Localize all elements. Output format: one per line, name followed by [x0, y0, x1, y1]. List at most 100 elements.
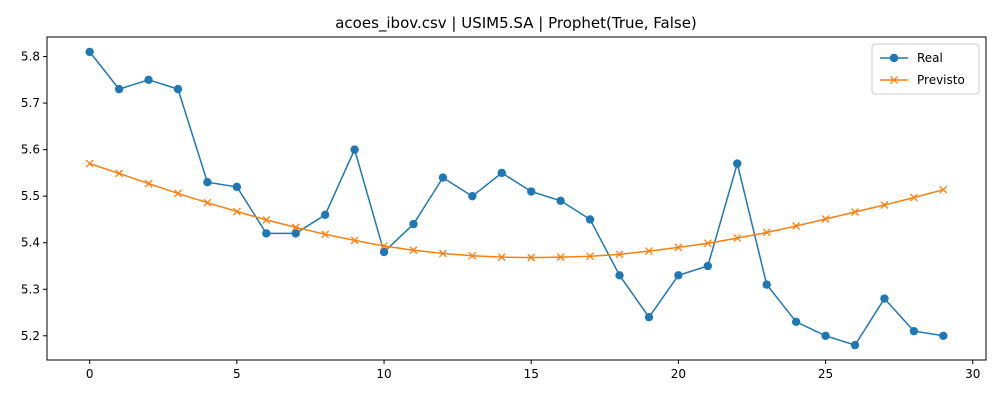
- legend-label-real: Real: [917, 51, 943, 65]
- y-tick-label: 5.4: [21, 236, 40, 250]
- x-marker-stroke: [586, 252, 595, 261]
- data-point-previsto: [762, 228, 771, 237]
- x-marker-stroke: [144, 179, 153, 188]
- data-point-real: [85, 47, 94, 57]
- x-marker-stroke: [497, 253, 506, 262]
- legend-marker-real: [889, 53, 899, 63]
- x-marker-stroke: [880, 201, 889, 209]
- data-point-previsto: [615, 250, 624, 259]
- x-marker-stroke: [380, 242, 388, 250]
- data-point-previsto: [792, 222, 801, 230]
- data-point-real: [497, 168, 506, 178]
- data-point-real: [880, 294, 889, 303]
- data-point-previsto: [144, 179, 153, 188]
- data-point-real: [320, 210, 330, 219]
- x-marker-stroke: [232, 207, 241, 216]
- data-point-previsto: [851, 208, 859, 216]
- x-marker-stroke: [762, 228, 771, 237]
- series-line-previsto: [89, 162, 944, 259]
- data-point-previsto: [909, 193, 918, 202]
- data-point-real: [291, 229, 300, 238]
- x-tick-label: 25: [818, 367, 833, 381]
- x-marker-stroke: [438, 249, 447, 258]
- data-point-previsto: [674, 243, 683, 252]
- x-marker-stroke: [85, 159, 94, 168]
- x-tick-label: 30: [965, 367, 980, 381]
- y-tick-label: 5.3: [21, 282, 40, 296]
- x-marker-stroke: [890, 76, 898, 84]
- y-tick-label: 5.7: [21, 96, 40, 110]
- x-marker-stroke: [262, 215, 271, 224]
- data-point-real: [850, 340, 860, 350]
- data-point-real: [438, 173, 448, 182]
- x-marker-stroke: [792, 222, 801, 230]
- data-point-previsto: [733, 234, 742, 243]
- data-point-previsto: [939, 185, 948, 194]
- data-point-real: [939, 331, 948, 340]
- x-tick-label: 0: [86, 367, 94, 381]
- y-tick-label: 5.5: [21, 189, 40, 203]
- data-point-real: [909, 326, 919, 336]
- data-point-real: [262, 229, 271, 238]
- data-point-previsto: [232, 207, 241, 216]
- legend: Real Previsto: [871, 43, 980, 95]
- x-marker-stroke: [615, 250, 624, 259]
- data-point-previsto: [291, 223, 300, 232]
- data-point-real: [232, 182, 242, 192]
- x-marker-stroke: [527, 253, 536, 262]
- data-point-real: [733, 159, 742, 168]
- data-point-real: [144, 75, 153, 85]
- data-point-real: [379, 247, 389, 257]
- data-point-previsto: [645, 247, 653, 256]
- data-point-real: [644, 312, 654, 322]
- data-point-real: [468, 191, 477, 201]
- x-marker-stroke: [821, 215, 830, 223]
- data-point-previsto: [85, 159, 94, 168]
- data-point-real: [527, 187, 536, 196]
- data-point-previsto: [880, 201, 889, 209]
- x-marker-stroke: [291, 223, 300, 232]
- x-marker-stroke: [939, 185, 948, 194]
- data-point-previsto: [203, 198, 212, 207]
- y-tick-label: 5.2: [21, 329, 40, 343]
- x-marker-stroke: [468, 251, 477, 260]
- data-point-real: [173, 84, 183, 94]
- x-marker-stroke: [174, 189, 182, 198]
- data-point-previsto: [262, 215, 271, 224]
- x-tick-label: 15: [524, 367, 539, 381]
- x-marker-stroke: [733, 234, 742, 243]
- data-point-previsto: [468, 251, 477, 260]
- data-point-real: [409, 219, 418, 229]
- y-tick-label: 5.6: [21, 143, 40, 157]
- data-point-previsto: [321, 230, 330, 239]
- x-marker-stroke: [909, 193, 918, 202]
- data-point-real: [703, 261, 713, 271]
- y-tick-label: 5.8: [21, 50, 40, 64]
- data-point-previsto: [821, 215, 830, 223]
- data-point-real: [556, 196, 565, 206]
- data-point-previsto: [350, 236, 359, 245]
- x-marker-stroke: [645, 247, 653, 256]
- data-point-real: [203, 178, 212, 187]
- data-point-real: [791, 317, 801, 327]
- data-point-previsto: [586, 252, 595, 261]
- data-point-real: [762, 280, 771, 289]
- legend-box: [871, 43, 980, 95]
- data-point-previsto: [497, 253, 506, 262]
- x-marker-stroke: [409, 246, 418, 255]
- data-point-real: [114, 84, 124, 94]
- legend-marker-previsto: [890, 76, 898, 84]
- axes-frame: [46, 36, 987, 361]
- legend-label-previsto: Previsto: [917, 73, 965, 87]
- x-tick-label: 20: [671, 367, 686, 381]
- x-marker-stroke: [321, 230, 330, 239]
- x-marker-stroke: [703, 239, 712, 248]
- data-point-real: [674, 271, 683, 280]
- data-point-real: [585, 215, 595, 224]
- x-marker-stroke: [851, 208, 859, 216]
- data-point-previsto: [556, 253, 565, 262]
- data-point-previsto: [438, 249, 447, 258]
- x-tick-label: 5: [233, 367, 241, 381]
- data-point-previsto: [409, 246, 418, 255]
